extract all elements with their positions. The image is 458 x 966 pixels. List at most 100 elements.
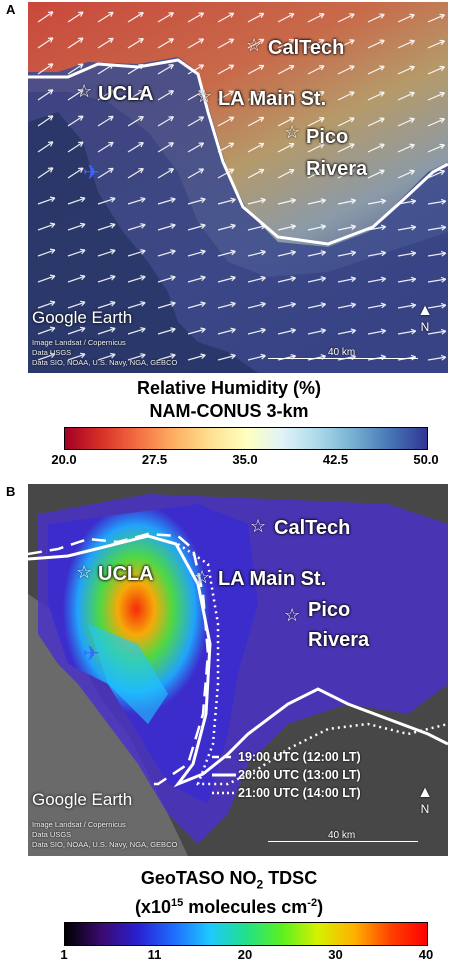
pico-rivera-star-icon: ☆ bbox=[284, 605, 301, 625]
wind-arrow-head bbox=[140, 197, 146, 200]
wind-arrow-head bbox=[381, 304, 387, 309]
wind-arrow bbox=[127, 142, 144, 153]
wind-arrow bbox=[67, 37, 84, 49]
wind-arrow-head bbox=[410, 276, 416, 280]
wind-arrow-head bbox=[441, 278, 447, 283]
wind-arrow-head bbox=[80, 89, 84, 95]
wind-arrow-head bbox=[49, 300, 56, 303]
wind-arrow-head bbox=[441, 304, 447, 309]
wind-arrow-head bbox=[320, 276, 326, 279]
wind-arrow-head bbox=[380, 118, 385, 123]
wind-arrow-head bbox=[410, 14, 415, 19]
wind-arrow-head bbox=[51, 353, 56, 359]
wind-arrow-head bbox=[290, 353, 296, 357]
wind-arrow bbox=[217, 224, 236, 231]
wind-arrow-head bbox=[260, 91, 265, 96]
wind-arrow-head bbox=[260, 39, 265, 44]
wind-arrow bbox=[187, 38, 204, 49]
pico-label: Pico bbox=[306, 126, 349, 148]
colorbar-tick-label: 20.0 bbox=[51, 452, 77, 467]
wind-arrow-head bbox=[140, 223, 146, 226]
wind-arrow bbox=[247, 251, 266, 257]
wind-arrow-head bbox=[170, 90, 174, 96]
wind-arrow-head bbox=[230, 301, 236, 304]
dotted-line-icon bbox=[212, 791, 236, 795]
wind-arrow-head bbox=[410, 66, 415, 71]
wind-arrow bbox=[247, 225, 266, 231]
credit-line: Image Landsat / Copernicus bbox=[32, 820, 126, 829]
wind-arrow-head bbox=[410, 118, 415, 123]
colorbar-tick-label: 35.0 bbox=[232, 452, 258, 467]
wind-arrow-head bbox=[380, 170, 385, 175]
north-arrow-icon: ▲ bbox=[417, 784, 433, 801]
wind-arrow bbox=[217, 198, 236, 205]
wind-arrow bbox=[307, 251, 326, 257]
wind-arrow-head bbox=[380, 144, 385, 149]
wind-arrow-head bbox=[381, 330, 387, 335]
wind-arrow-head bbox=[81, 301, 86, 307]
wind-arrow-head bbox=[170, 275, 176, 278]
wind-arrow bbox=[97, 275, 116, 283]
wind-arrow-head bbox=[261, 225, 266, 230]
credit-line: Data USGS bbox=[32, 830, 72, 839]
wind-arrow-head bbox=[291, 225, 296, 230]
wind-arrow-head bbox=[320, 91, 325, 97]
wind-arrow-head bbox=[50, 115, 54, 121]
wind-arrow-head bbox=[51, 301, 56, 307]
wind-arrow-head bbox=[110, 90, 114, 96]
wind-arrow-head bbox=[411, 200, 417, 205]
colorbar-tick-label: 20 bbox=[237, 947, 253, 962]
solid-line-icon bbox=[212, 773, 236, 777]
wind-arrow-head bbox=[201, 276, 206, 282]
wind-arrow bbox=[187, 116, 204, 127]
wind-arrow-head bbox=[440, 328, 446, 332]
wind-arrow-head bbox=[230, 90, 235, 96]
wind-arrow-head bbox=[351, 329, 357, 335]
wind-arrow bbox=[427, 252, 446, 257]
wind-arrow bbox=[67, 89, 84, 101]
wind-arrow-head bbox=[80, 141, 84, 147]
wind-arrow bbox=[247, 64, 265, 75]
wind-arrow bbox=[367, 117, 385, 127]
wind-arrow bbox=[337, 199, 356, 205]
wind-arrow-head bbox=[141, 354, 146, 359]
wind-arrow-head bbox=[351, 225, 357, 231]
wind-arrow-head bbox=[380, 276, 386, 280]
wind-arrow-head bbox=[290, 197, 296, 201]
wind-arrow-head bbox=[230, 38, 235, 44]
wind-arrow bbox=[307, 65, 325, 75]
wind-arrow-head bbox=[230, 223, 236, 226]
wind-arrow bbox=[367, 252, 386, 257]
wind-arrow bbox=[277, 13, 295, 23]
google-earth-logo: Google Earth bbox=[32, 308, 133, 327]
wind-arrow-head bbox=[50, 37, 54, 43]
wind-arrow-head bbox=[291, 303, 296, 308]
wind-arrow bbox=[127, 90, 144, 101]
wind-arrow bbox=[277, 65, 295, 75]
wind-arrow-head bbox=[140, 249, 146, 252]
rh-colorbar-title-1: Relative Humidity (%) bbox=[136, 378, 322, 398]
wind-arrow-head bbox=[351, 303, 357, 309]
wind-arrow bbox=[337, 329, 356, 335]
wind-arrow-head bbox=[170, 64, 174, 70]
wind-arrow bbox=[157, 250, 176, 257]
wind-arrow bbox=[67, 327, 86, 335]
wind-arrow-head bbox=[320, 198, 326, 201]
wind-arrow-head bbox=[80, 63, 84, 69]
wind-arrow-head bbox=[140, 64, 144, 70]
wind-arrow-head bbox=[290, 65, 295, 71]
wind-arrow bbox=[397, 330, 416, 335]
wind-arrow-head bbox=[290, 91, 295, 97]
no2-map-graphic bbox=[28, 484, 448, 856]
wind-arrow-head bbox=[350, 117, 355, 123]
wind-arrow-head bbox=[49, 274, 56, 277]
north-arrow-icon: ▲ bbox=[417, 302, 433, 319]
wind-arrow-head bbox=[260, 327, 266, 331]
wind-arrow bbox=[97, 63, 114, 75]
wind-arrow bbox=[157, 116, 174, 127]
no2-colorbar bbox=[64, 922, 428, 946]
legend-label: 20:00 UTC (13:00 LT) bbox=[238, 768, 361, 782]
ucla-star-icon: ☆ bbox=[76, 81, 93, 101]
wind-arrow-head bbox=[50, 89, 54, 95]
wind-arrow-head bbox=[170, 353, 176, 356]
